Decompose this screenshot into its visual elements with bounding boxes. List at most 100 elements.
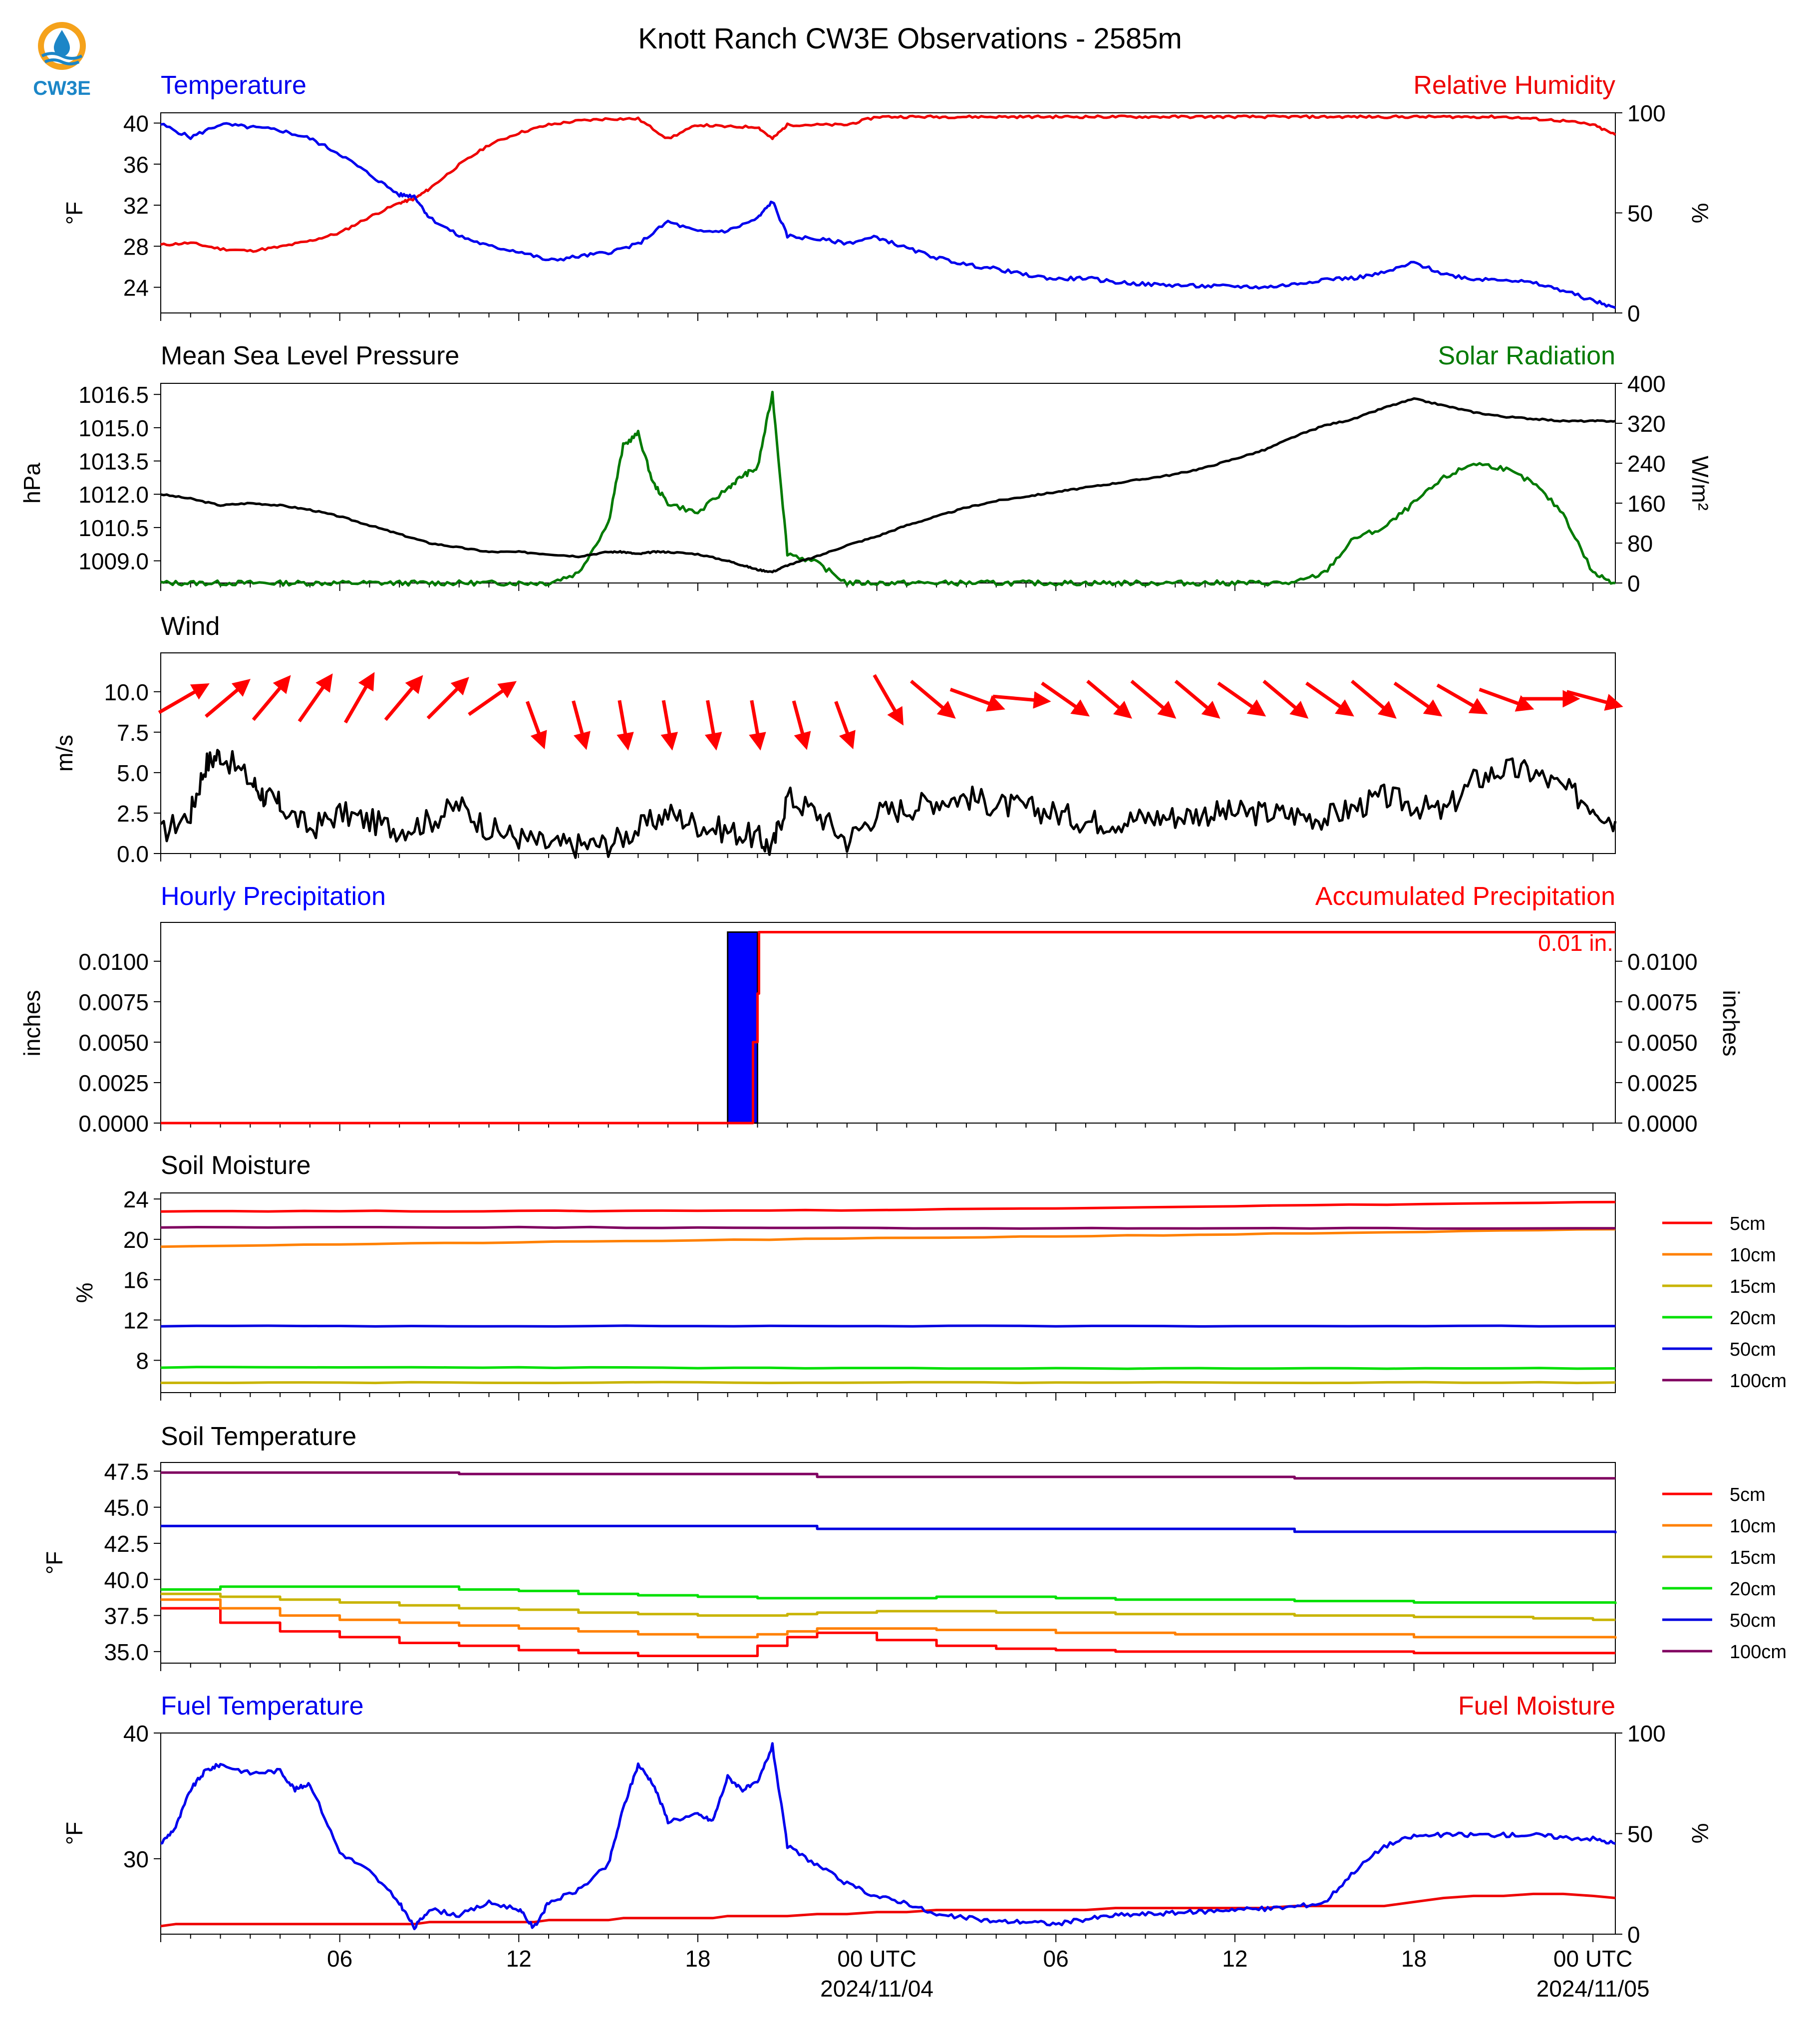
- legend-label-20cm: 20cm: [1730, 1308, 1776, 1329]
- series-soil-moisture-5cm: [160, 1200, 1616, 1213]
- y-tick-label: 24: [123, 275, 149, 301]
- x-tick-label: 06: [1043, 1946, 1069, 1972]
- series-soil-temperature-50cm: [161, 1524, 1617, 1533]
- panel-title-left: Soil Moisture: [161, 1151, 311, 1180]
- y-tick-label: 7.5: [117, 720, 149, 746]
- wind-arrow: [992, 691, 1051, 709]
- y-tick-label: 40: [123, 1721, 149, 1746]
- wind-arrow: [1436, 683, 1488, 714]
- y-tick-label: 16: [123, 1267, 149, 1293]
- y-tick-label: 12: [123, 1308, 149, 1334]
- wind-arrow: [949, 687, 1005, 712]
- x-date-label: 2024/11/05: [1536, 1976, 1650, 2002]
- wind-arrow: [298, 673, 333, 723]
- y-tick-label: 32: [123, 193, 149, 219]
- legend-label-10cm: 10cm: [1730, 1516, 1776, 1537]
- y-axis-label: °F: [61, 1822, 87, 1845]
- series-soil-temperature-10cm: [161, 1598, 1617, 1639]
- series-fuel-temperature: [160, 1742, 1616, 1931]
- y2-tick-label: 50: [1627, 201, 1653, 227]
- series-soil-temperature-15cm: [161, 1592, 1615, 1621]
- wind-arrow: [616, 700, 634, 751]
- y2-axis-label: inches: [1718, 990, 1744, 1057]
- panel-title-left: Soil Temperature: [161, 1422, 356, 1451]
- y-tick-label: 0.0: [117, 841, 149, 867]
- precip-panel-frame: [160, 922, 1616, 1124]
- y2-tick-label: 100: [1627, 1721, 1666, 1746]
- wind-arrow: [252, 675, 291, 721]
- logo-drop-icon: [53, 30, 70, 56]
- y2-tick-label: 50: [1627, 1821, 1653, 1847]
- panel-title-left: Hourly Precipitation: [161, 882, 386, 911]
- panel-title-right: Relative Humidity: [1413, 71, 1615, 100]
- wind-arrow: [1479, 687, 1534, 712]
- y-tick-label: 1010.5: [78, 515, 149, 541]
- series-relative-humidity: [160, 114, 1616, 253]
- logo: CW3E: [33, 22, 91, 99]
- series-accumulated-precip: [161, 931, 1615, 1125]
- y-axis-label: m/s: [51, 735, 77, 772]
- y2-tick-label: 0.0000: [1627, 1111, 1698, 1137]
- logo-text: CW3E: [33, 77, 91, 99]
- x-tick-label: 18: [685, 1946, 710, 1972]
- y-tick-label: 1015.0: [78, 415, 149, 441]
- y-tick-label: 1009.0: [78, 549, 149, 575]
- series-solar-radiation: [160, 390, 1616, 587]
- panel-title-right: Fuel Moisture: [1458, 1692, 1615, 1721]
- series-temperature: [160, 122, 1616, 309]
- y-tick-label: 10.0: [104, 679, 149, 705]
- y-tick-label: 36: [123, 152, 149, 178]
- legend-label-15cm: 15cm: [1730, 1276, 1776, 1297]
- wind-arrow: [526, 701, 547, 750]
- y-tick-label: 1016.5: [78, 382, 149, 408]
- series-soil-moisture-15cm: [160, 1381, 1616, 1385]
- wind-arrow: [1350, 679, 1397, 719]
- x-tick-label: 12: [506, 1946, 532, 1972]
- wind-arrow: [1305, 681, 1354, 717]
- y-tick-label: 0.0000: [78, 1111, 149, 1137]
- y-tick-label: 40.0: [104, 1567, 149, 1593]
- y-tick-label: 47.5: [104, 1458, 149, 1484]
- wind-arrow: [1566, 690, 1623, 711]
- series-soil-temperature-20cm: [161, 1585, 1617, 1604]
- y-tick-label: 45.0: [104, 1495, 149, 1521]
- series-soil-temperature-5cm: [161, 1607, 1615, 1657]
- y2-tick-label: 0.0050: [1627, 1030, 1698, 1056]
- series-wind-speed: [160, 749, 1617, 859]
- y-axis-label: °F: [61, 202, 87, 225]
- wind-arrow: [343, 672, 375, 724]
- panel-title-left: Wind: [161, 612, 220, 641]
- y2-tick-label: 0: [1627, 571, 1640, 596]
- wind-arrow: [1041, 681, 1090, 717]
- y2-tick-label: 400: [1627, 371, 1666, 397]
- wind-arrow: [384, 675, 423, 721]
- series-soil-moisture-10cm: [160, 1228, 1616, 1248]
- y-tick-label: 8: [136, 1348, 149, 1374]
- legend-label-100cm: 100cm: [1730, 1642, 1787, 1663]
- panel-title-right: Accumulated Precipitation: [1315, 882, 1615, 911]
- y-tick-label: 24: [123, 1186, 149, 1212]
- soil-moisture-panel-frame: [160, 1192, 1616, 1393]
- wind-arrow: [704, 700, 722, 751]
- y2-axis-label: W/m²: [1687, 456, 1713, 511]
- legend-label-10cm: 10cm: [1730, 1245, 1776, 1266]
- wind-arrow: [1262, 679, 1309, 719]
- series-soil-moisture-20cm: [160, 1366, 1616, 1370]
- y2-axis-label: %: [1687, 203, 1713, 224]
- wind-arrow: [426, 677, 469, 720]
- wind-arrow: [572, 700, 591, 750]
- y-tick-label: 1013.5: [78, 449, 149, 475]
- y2-tick-label: 0: [1627, 300, 1640, 326]
- x-tick-label: 06: [327, 1946, 352, 1972]
- wind-arrow: [1130, 679, 1177, 719]
- y-tick-label: 28: [123, 234, 149, 260]
- wind-arrow: [158, 683, 210, 714]
- legend-label-5cm: 5cm: [1730, 1484, 1766, 1505]
- y2-tick-label: 0.0025: [1627, 1070, 1698, 1096]
- legend-label-20cm: 20cm: [1730, 1579, 1776, 1600]
- y-tick-label: 35.0: [104, 1639, 149, 1665]
- figure-title: Knott Ranch CW3E Observations - 2585m: [638, 22, 1182, 55]
- wind-arrow: [1393, 681, 1443, 717]
- legend-label-5cm: 5cm: [1730, 1213, 1766, 1234]
- wind-arrow: [468, 681, 517, 716]
